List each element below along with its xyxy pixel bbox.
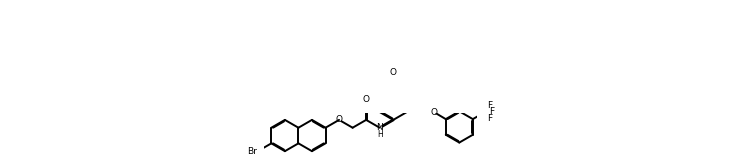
Text: F: F [488,114,493,123]
Text: Br: Br [247,147,257,156]
Text: H: H [377,130,382,139]
Text: O: O [430,108,438,117]
Text: O: O [390,68,396,77]
Text: O: O [363,95,370,104]
Text: O: O [336,115,343,124]
Text: F: F [488,101,493,110]
Text: F: F [488,107,494,116]
Text: N: N [376,123,383,132]
